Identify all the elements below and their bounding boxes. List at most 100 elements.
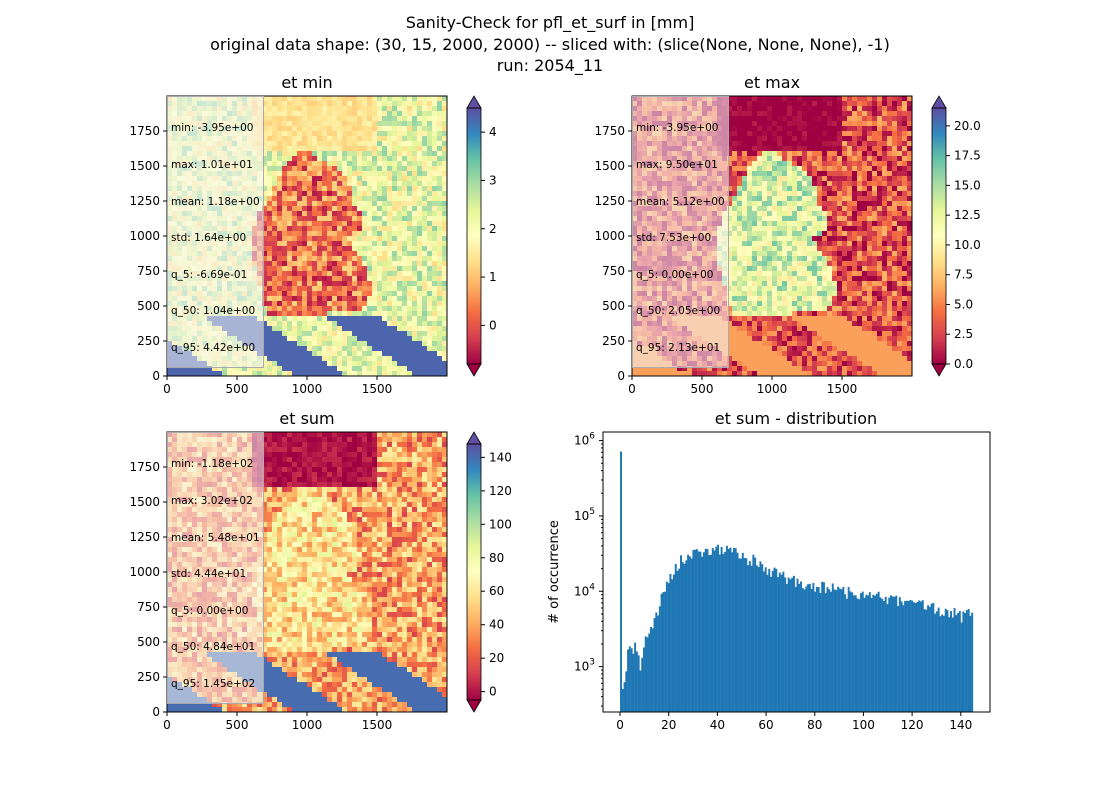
- heatmap-cell: [842, 116, 848, 122]
- heatmap-cell: [387, 236, 393, 242]
- heatmap-cell: [302, 346, 308, 352]
- heatmap-cell: [277, 316, 283, 322]
- heatmap-cell: [327, 141, 333, 147]
- heatmap-cell: [812, 136, 818, 142]
- heatmap-cell: [432, 371, 438, 377]
- heatmap-cell: [382, 181, 388, 187]
- heatmap-cell: [357, 286, 363, 292]
- heatmap-cell: [832, 246, 838, 252]
- heatmap-cell: [407, 256, 413, 262]
- heatmap-cell: [327, 221, 333, 227]
- heatmap-cell: [337, 336, 343, 342]
- heatmap-cell: [292, 136, 298, 142]
- heatmap-cell: [307, 121, 313, 127]
- heatmap-cell: [337, 361, 343, 367]
- heatmap-cell: [882, 186, 888, 192]
- heatmap-cell: [412, 101, 418, 107]
- heatmap-cell: [757, 121, 763, 127]
- heatmap-cell: [432, 251, 438, 257]
- heatmap-cell: [302, 306, 308, 312]
- heatmap-cell: [307, 111, 313, 117]
- heatmap-cell: [307, 171, 313, 177]
- heatmap-cell: [432, 261, 438, 267]
- heatmap-cell: [442, 166, 448, 172]
- heatmap-cell: [307, 166, 313, 172]
- heatmap-cell: [327, 361, 333, 367]
- heatmap-cell: [907, 206, 913, 212]
- heatmap-cell: [832, 236, 838, 242]
- heatmap-cell: [397, 366, 403, 372]
- heatmap-cell: [417, 231, 423, 237]
- heatmap-cell: [337, 321, 343, 327]
- heatmap-cell: [807, 166, 813, 172]
- heatmap-cell: [307, 286, 313, 292]
- heatmap-cell: [892, 246, 898, 252]
- heatmap-cell: [882, 216, 888, 222]
- heatmap-cell: [402, 341, 408, 347]
- heatmap-cell: [287, 241, 293, 247]
- heatmap-cell: [297, 356, 303, 362]
- heatmap-cell: [377, 296, 383, 302]
- heatmap-cell: [342, 331, 348, 337]
- heatmap-cell: [907, 236, 913, 242]
- heatmap-cell: [747, 126, 753, 132]
- heatmap-cell: [367, 141, 373, 147]
- heatmap-cell: [777, 121, 783, 127]
- heatmap-cell: [332, 246, 338, 252]
- heatmap-cell: [337, 181, 343, 187]
- heatmap-cell: [392, 366, 398, 372]
- heatmap-cell: [872, 121, 878, 127]
- heatmap-cell: [782, 111, 788, 117]
- heatmap-cell: [317, 371, 323, 377]
- heatmap-cell: [727, 181, 733, 187]
- heatmap-cell: [382, 256, 388, 262]
- heatmap-cell: [752, 171, 758, 177]
- heatmap-cell: [357, 256, 363, 262]
- heatmap-cell: [322, 301, 328, 307]
- heatmap-cell: [877, 106, 883, 112]
- heatmap-cell: [342, 351, 348, 357]
- heatmap-cell: [392, 206, 398, 212]
- heatmap-cell: [347, 236, 353, 242]
- heatmap-cell: [372, 176, 378, 182]
- heatmap-cell: [847, 156, 853, 162]
- heatmap-cell: [372, 351, 378, 357]
- heatmap-cell: [412, 236, 418, 242]
- heatmap-cell: [377, 146, 383, 152]
- heatmap-cell: [727, 146, 733, 152]
- heatmap-cell: [292, 251, 298, 257]
- heatmap-cell: [267, 116, 273, 122]
- heatmap-cell: [422, 296, 428, 302]
- heatmap-cell: [422, 216, 428, 222]
- heatmap-cell: [397, 266, 403, 272]
- heatmap-cell: [812, 211, 818, 217]
- heatmap-cell: [777, 126, 783, 132]
- heatmap-cell: [282, 221, 288, 227]
- heatmap-cell: [292, 216, 298, 222]
- heatmap-cell: [312, 116, 318, 122]
- heatmap-cell: [767, 111, 773, 117]
- heatmap-cell: [787, 141, 793, 147]
- heatmap-cell: [362, 346, 368, 352]
- heatmap-cell: [427, 306, 433, 312]
- heatmap-cell: [347, 266, 353, 272]
- heatmap-cell: [287, 321, 293, 327]
- heatmap-cell: [282, 266, 288, 272]
- heatmap-cell: [782, 211, 788, 217]
- heatmap-cell: [892, 216, 898, 222]
- heatmap-cell: [292, 271, 298, 277]
- heatmap-cell: [797, 126, 803, 132]
- heatmap-cell: [302, 166, 308, 172]
- heatmap-cell: [742, 241, 748, 247]
- heatmap-cell: [442, 286, 448, 292]
- heatmap-cell: [377, 341, 383, 347]
- heatmap-cell: [427, 331, 433, 337]
- heatmap-cell: [772, 251, 778, 257]
- heatmap-cell: [277, 326, 283, 332]
- heatmap-cell: [372, 151, 378, 157]
- heatmap-cell: [382, 296, 388, 302]
- heatmap-cell: [282, 126, 288, 132]
- heatmap-cell: [332, 211, 338, 217]
- heatmap-cell: [867, 196, 873, 202]
- heatmap-cell: [357, 296, 363, 302]
